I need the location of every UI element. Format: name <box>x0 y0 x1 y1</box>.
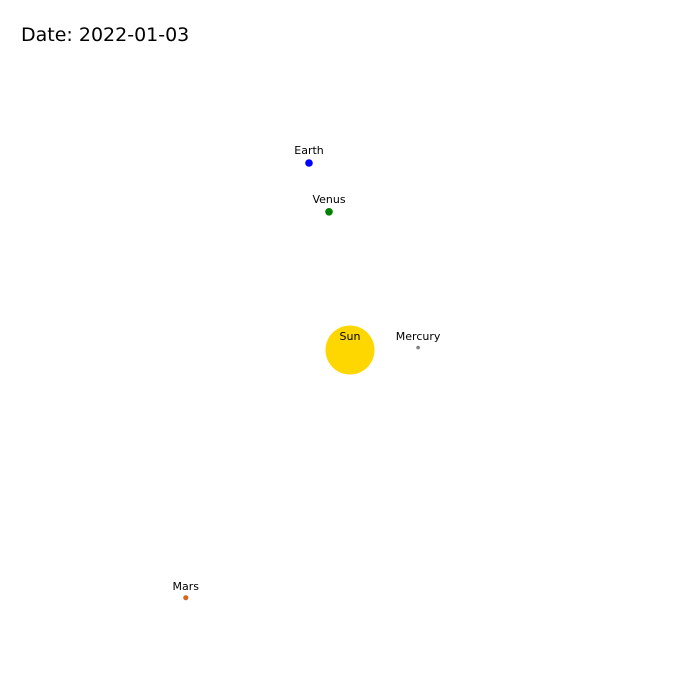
earth-label: Earth <box>294 144 324 157</box>
sun-label: Sun <box>340 330 361 343</box>
venus-label: Venus <box>312 193 345 206</box>
sun-marker <box>325 325 375 375</box>
mercury-marker <box>416 345 420 350</box>
mars-marker <box>183 595 189 601</box>
mercury-label: Mercury <box>396 330 441 343</box>
mars-label: Mars <box>173 580 200 593</box>
venus-marker <box>325 208 333 216</box>
date-title: Date: 2022-01-03 <box>21 24 190 46</box>
earth-marker <box>305 159 313 167</box>
